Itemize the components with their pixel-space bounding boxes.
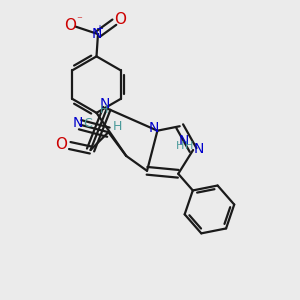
- Text: O: O: [64, 18, 76, 33]
- Text: H: H: [112, 120, 122, 133]
- Text: N: N: [179, 134, 189, 148]
- Text: N: N: [92, 27, 102, 41]
- Text: +: +: [94, 24, 103, 34]
- Text: N: N: [193, 142, 204, 155]
- Text: N: N: [99, 97, 110, 111]
- Text: H: H: [185, 141, 194, 152]
- Text: O: O: [114, 12, 126, 27]
- Text: N: N: [149, 121, 159, 135]
- Text: ⁻: ⁻: [76, 16, 82, 26]
- Text: C: C: [83, 117, 92, 130]
- Text: N: N: [73, 116, 83, 130]
- Text: H: H: [100, 105, 109, 115]
- Text: O: O: [56, 136, 68, 152]
- Text: H: H: [176, 141, 184, 152]
